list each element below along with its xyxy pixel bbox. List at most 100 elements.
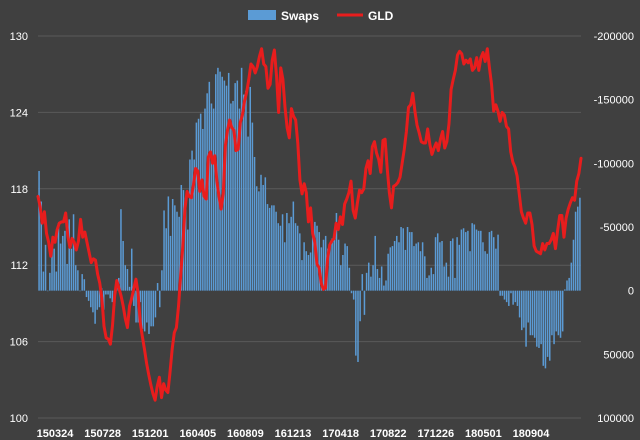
swaps-bar <box>141 290 144 329</box>
swaps-bar <box>195 122 198 291</box>
swaps-bar <box>238 108 241 291</box>
swaps-bar <box>434 237 437 291</box>
swaps-bar <box>421 242 424 291</box>
swaps-bar <box>165 228 167 291</box>
swaps-bar <box>363 290 366 315</box>
swaps-bar <box>264 177 267 291</box>
swaps-bar <box>197 118 200 291</box>
swaps-bar <box>133 290 135 306</box>
swaps-bar <box>368 262 370 291</box>
swaps-bar <box>549 290 551 361</box>
swaps-bar <box>376 269 379 291</box>
swaps-bar <box>499 290 501 296</box>
x-tick-label: 150324 <box>37 428 75 440</box>
swaps-bar <box>102 290 105 310</box>
swaps-bar <box>514 290 517 303</box>
swaps-bar <box>193 159 195 291</box>
swaps-bar <box>163 210 165 291</box>
swaps-bar <box>469 251 471 291</box>
swaps-bar <box>120 209 122 291</box>
swaps-bar <box>62 235 64 291</box>
swaps-bar <box>508 290 510 306</box>
swaps-bar <box>505 290 508 303</box>
swaps-bar <box>324 235 327 291</box>
swaps-bar <box>260 174 262 291</box>
swaps-bar <box>210 103 213 291</box>
swaps-bar <box>271 205 273 291</box>
swaps-bar <box>150 290 152 327</box>
swaps-bar <box>124 265 127 291</box>
swaps-bar <box>385 280 387 291</box>
gld-line-group <box>36 47 583 402</box>
swaps-bar <box>262 184 264 291</box>
swaps-bar <box>359 290 361 322</box>
swaps-bar <box>290 216 292 291</box>
swaps-bar <box>180 184 183 291</box>
swaps-bar <box>497 234 499 291</box>
right-tick-label: -150000 <box>594 95 634 107</box>
swaps-bar <box>92 290 94 313</box>
x-tick-label: 161213 <box>275 428 312 440</box>
swaps-bar <box>516 290 519 306</box>
swaps-bar <box>105 290 107 295</box>
swaps-bar <box>46 290 49 292</box>
swaps-bar <box>187 229 189 291</box>
swaps-bar <box>501 290 504 296</box>
swaps-bar <box>288 223 290 291</box>
swaps-bar <box>111 290 114 303</box>
swaps-bar <box>398 242 400 291</box>
x-tick-label: 170418 <box>322 428 359 440</box>
x-axis-ticks: 150324 150728 151201 160405 160809 161213 1704… <box>37 428 551 440</box>
swaps-bar <box>460 229 463 291</box>
swaps-bar <box>243 94 245 291</box>
swaps-bar <box>542 290 545 366</box>
swaps-bar <box>570 262 573 291</box>
swaps-bar <box>294 223 297 291</box>
swaps-bar <box>329 244 331 291</box>
legend-label-gld: GLD <box>368 9 394 23</box>
swaps-bar <box>480 230 482 291</box>
swaps-bar <box>212 108 215 291</box>
swaps-bar <box>70 248 73 291</box>
swaps-bar <box>503 290 506 300</box>
swaps-bar <box>559 290 562 338</box>
swaps-bar <box>402 228 404 291</box>
swaps-bar <box>404 249 407 291</box>
swaps-bar <box>447 276 450 291</box>
swaps-bar <box>87 290 90 301</box>
swaps-bar <box>512 290 514 305</box>
x-tick-label: 180904 <box>513 428 551 440</box>
swaps-bar <box>94 290 96 324</box>
swaps-bar <box>492 237 495 291</box>
swaps-bar <box>53 248 55 291</box>
swaps-bar <box>81 274 83 291</box>
swaps-bar <box>467 230 469 291</box>
right-tick-label: 0 <box>628 286 634 298</box>
swaps-bar <box>361 274 364 291</box>
swaps-bar <box>126 269 129 291</box>
gridlines <box>38 35 581 419</box>
swaps-bar <box>258 191 260 291</box>
swaps-bar <box>208 81 211 291</box>
swaps-bar <box>538 290 540 348</box>
swaps-bar <box>251 122 254 291</box>
x-tick-label: 150728 <box>84 428 121 440</box>
swaps-bar <box>352 290 355 300</box>
swaps-bar <box>184 197 187 291</box>
swaps-bar <box>139 290 142 303</box>
swaps-bar <box>277 223 280 291</box>
swaps-bar <box>296 225 299 291</box>
left-tick-label: 118 <box>10 184 28 196</box>
swaps-bar <box>68 219 70 291</box>
swaps-bar <box>396 235 398 291</box>
swaps-bar <box>279 225 282 291</box>
swaps-bar <box>477 230 480 291</box>
swaps-bar <box>305 251 308 291</box>
swaps-bar <box>333 235 336 291</box>
swaps-bar <box>83 279 86 291</box>
swaps-bar <box>72 214 75 291</box>
swaps-bar <box>424 256 426 291</box>
swaps-bar <box>566 280 568 291</box>
swaps-bar <box>350 290 353 294</box>
